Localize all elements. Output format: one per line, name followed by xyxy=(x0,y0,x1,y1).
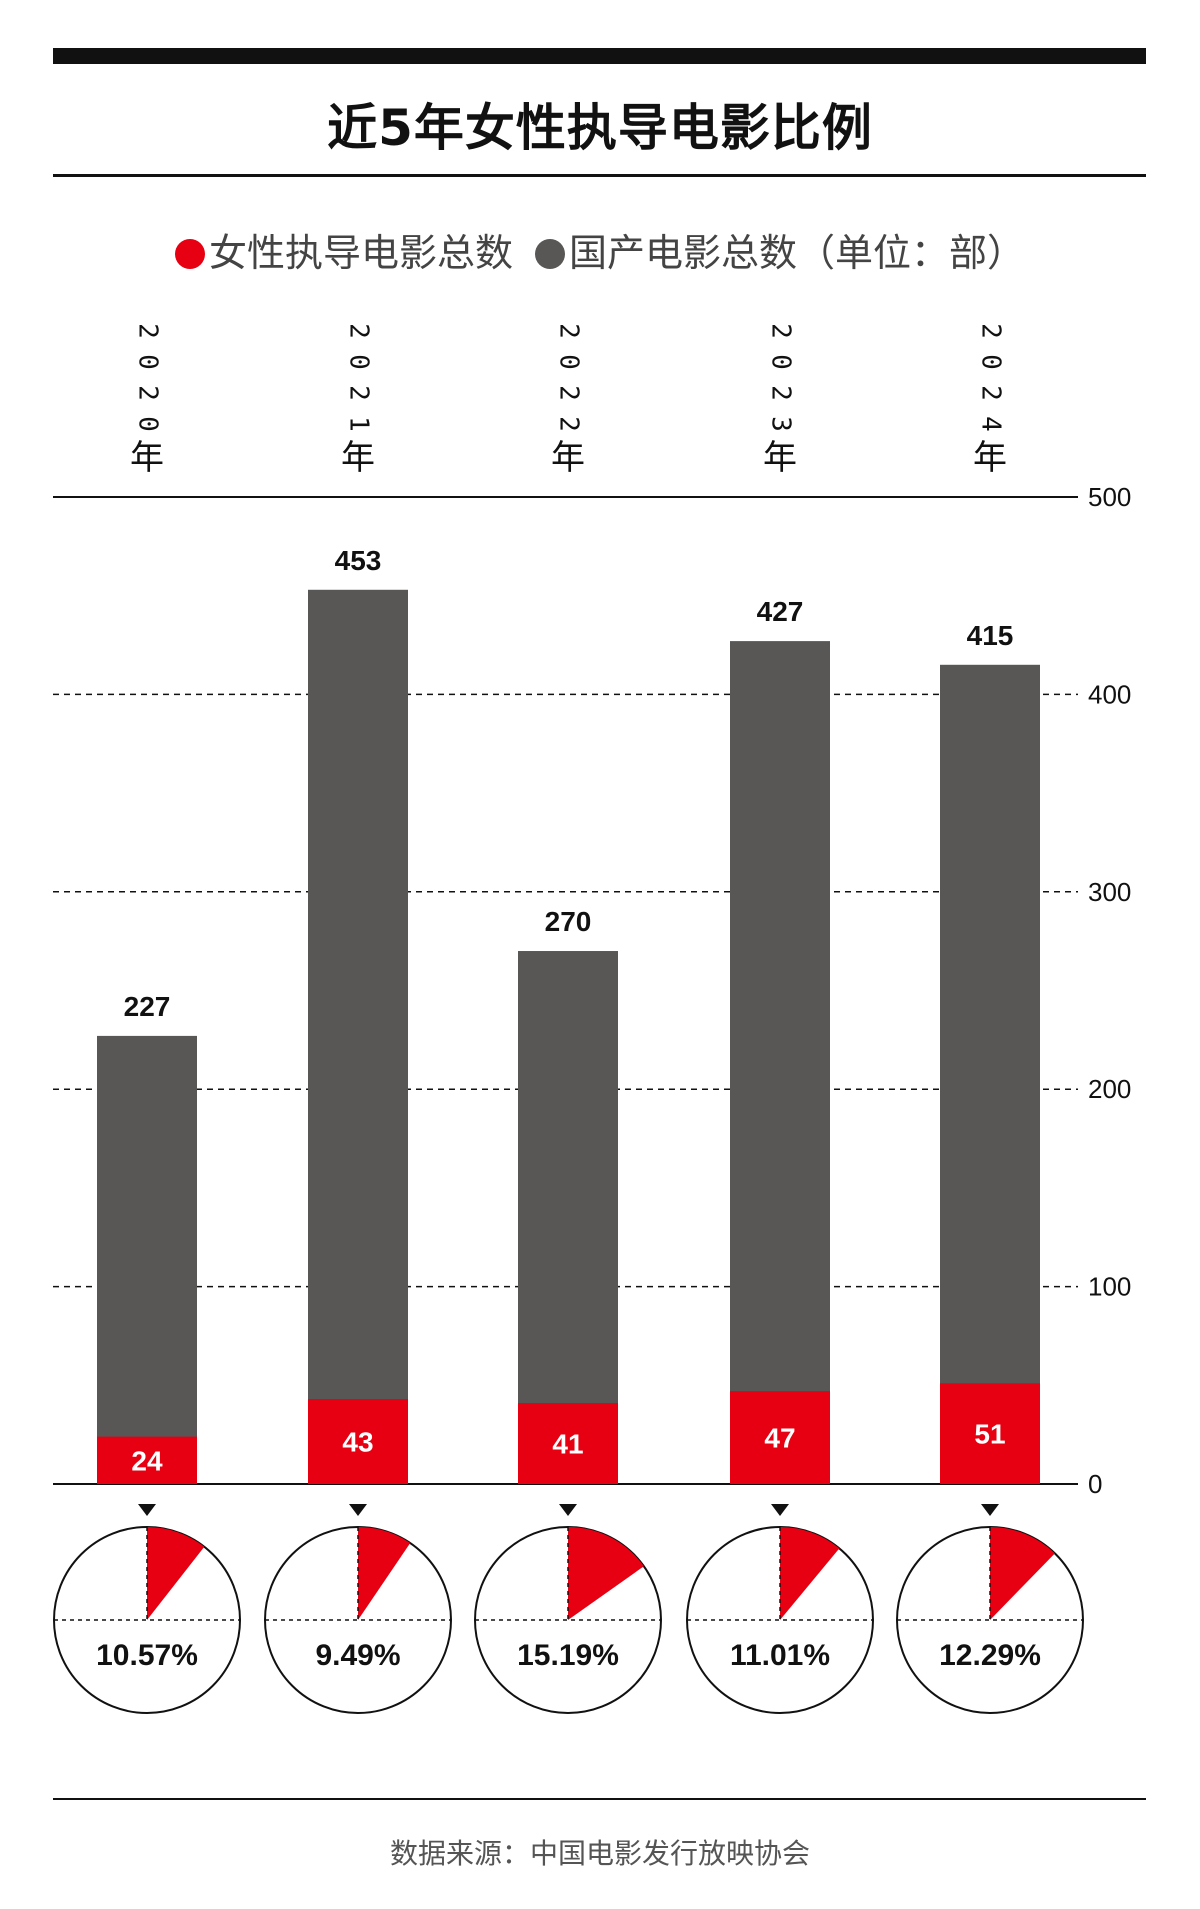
source-note: 数据来源：中国电影发行放映协会 xyxy=(389,1837,810,1870)
ratio-slice xyxy=(147,1527,205,1620)
bar-domestic-value: 453 xyxy=(335,545,382,576)
bottom-rule xyxy=(53,1798,1146,1800)
y-tick-label: 100 xyxy=(1088,1272,1131,1302)
year-digit: 2 xyxy=(976,385,1006,401)
year-digit: 0 xyxy=(976,354,1006,370)
legend-female-dot xyxy=(174,239,205,269)
ratio-slice xyxy=(990,1527,1055,1620)
year-digit: 0 xyxy=(554,354,584,370)
bar-domestic xyxy=(730,641,830,1484)
legend: 女性执导电影总数 国产电影总数（单位：部） xyxy=(0,222,1200,277)
chart-title: 近5年女性执导电影比例 xyxy=(327,99,873,157)
year-digit: 1 xyxy=(344,416,374,432)
pointer-triangle xyxy=(771,1504,789,1516)
ratio-label: 15.19% xyxy=(517,1639,619,1672)
ratio-slice xyxy=(568,1527,644,1620)
bar-female xyxy=(518,1403,618,1484)
year-digit: 2 xyxy=(554,416,584,432)
ratio-label: 12.29% xyxy=(939,1639,1041,1672)
pointer-triangle xyxy=(559,1504,577,1516)
bar-female xyxy=(730,1391,830,1484)
year-digit: 4 xyxy=(976,416,1006,432)
pointer-triangle xyxy=(138,1504,156,1516)
y-tick-label: 200 xyxy=(1088,1074,1131,1104)
legend-female-label: 女性执导电影总数 xyxy=(208,231,513,275)
ratio-slice xyxy=(358,1527,411,1620)
year-digit: 3 xyxy=(766,416,796,432)
bar-domestic xyxy=(518,951,618,1484)
year-digit: 2 xyxy=(133,323,163,339)
year-digit: 2 xyxy=(766,323,796,339)
bar-female-value: 24 xyxy=(131,1445,163,1476)
y-tick-label: 0 xyxy=(1088,1469,1102,1499)
year-digit: 0 xyxy=(133,354,163,370)
year-suffix: 年 xyxy=(973,438,1007,478)
year-digit: 2 xyxy=(344,385,374,401)
year-digit: 2 xyxy=(554,323,584,339)
bar-domestic xyxy=(97,1035,197,1484)
title-rule xyxy=(53,174,1146,177)
bar-domestic-value: 270 xyxy=(545,906,592,937)
ratio-label: 10.57% xyxy=(96,1639,198,1672)
ratio-slice xyxy=(780,1527,840,1620)
bar-domestic xyxy=(940,664,1040,1484)
year-digit: 0 xyxy=(344,354,374,370)
y-tick-label: 500 xyxy=(1088,482,1131,512)
pointer-triangle xyxy=(981,1504,999,1516)
pointer-triangle xyxy=(349,1504,367,1516)
bar-female-value: 51 xyxy=(974,1419,1005,1450)
top-bar xyxy=(53,48,1146,64)
bar-female-value: 47 xyxy=(764,1423,795,1454)
bar-female xyxy=(97,1436,197,1484)
legend-domestic-dot xyxy=(535,239,566,269)
year-digit: 2 xyxy=(344,323,374,339)
bar-domestic xyxy=(308,589,408,1484)
year-suffix: 年 xyxy=(341,438,375,478)
year-digit: 2 xyxy=(766,385,796,401)
bar-domestic-value: 415 xyxy=(967,620,1014,651)
year-digit: 2 xyxy=(976,323,1006,339)
bar-domestic-value: 227 xyxy=(124,991,171,1022)
y-tick-label: 400 xyxy=(1088,679,1131,709)
year-digit: 0 xyxy=(766,354,796,370)
legend-domestic-label: 国产电影总数（单位：部） xyxy=(569,231,1026,275)
year-suffix: 年 xyxy=(130,438,164,478)
ratio-label: 9.49% xyxy=(315,1639,400,1672)
year-digit: 2 xyxy=(554,385,584,401)
year-suffix: 年 xyxy=(763,438,797,478)
year-digit: 0 xyxy=(133,416,163,432)
bar-female-value: 41 xyxy=(552,1429,583,1460)
bar-female-value: 43 xyxy=(342,1427,373,1458)
year-digit: 2 xyxy=(133,385,163,401)
bar-female xyxy=(940,1383,1040,1484)
ratio-label: 11.01% xyxy=(730,1639,830,1672)
year-suffix: 年 xyxy=(551,438,585,478)
y-tick-label: 300 xyxy=(1088,877,1131,907)
bar-female xyxy=(308,1399,408,1484)
bar-domestic-value: 427 xyxy=(757,596,804,627)
